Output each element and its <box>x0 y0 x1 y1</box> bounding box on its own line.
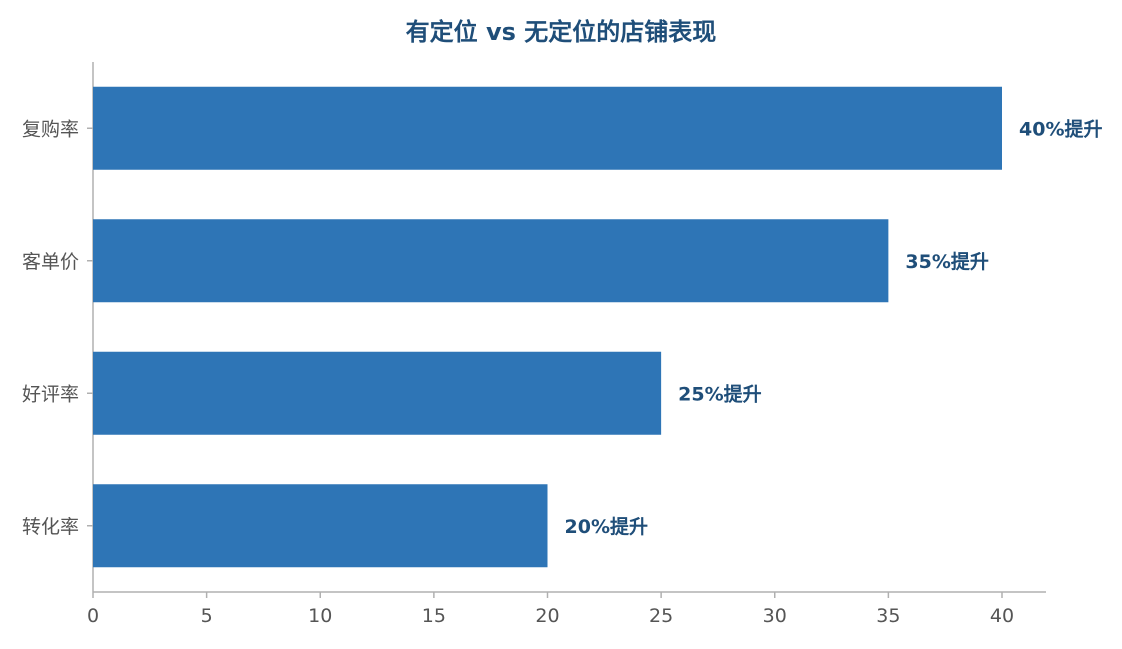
data-label: 40%提升 <box>1019 117 1102 140</box>
category-label: 好评率 <box>22 383 79 405</box>
category-label: 复购率 <box>22 118 79 140</box>
chart-title: 有定位 vs 无定位的店铺表现 <box>405 18 717 46</box>
category-label: 转化率 <box>22 516 79 538</box>
x-tick-label: 10 <box>308 605 332 627</box>
x-tick-label: 15 <box>422 605 446 627</box>
x-tick-label: 25 <box>649 605 673 627</box>
data-label: 25%提升 <box>678 382 761 405</box>
data-label: 20%提升 <box>565 515 648 538</box>
bar <box>93 351 662 435</box>
category-label: 客单价 <box>22 251 79 273</box>
bar <box>93 484 548 568</box>
bar <box>93 219 889 303</box>
x-tick-label: 0 <box>87 605 99 627</box>
bar <box>93 86 1002 170</box>
x-tick-label: 35 <box>876 605 900 627</box>
x-tick-label: 20 <box>535 605 559 627</box>
x-tick-label: 5 <box>201 605 213 627</box>
x-tick-label: 30 <box>763 605 787 627</box>
x-tick-label: 40 <box>990 605 1014 627</box>
data-label: 35%提升 <box>905 250 988 273</box>
